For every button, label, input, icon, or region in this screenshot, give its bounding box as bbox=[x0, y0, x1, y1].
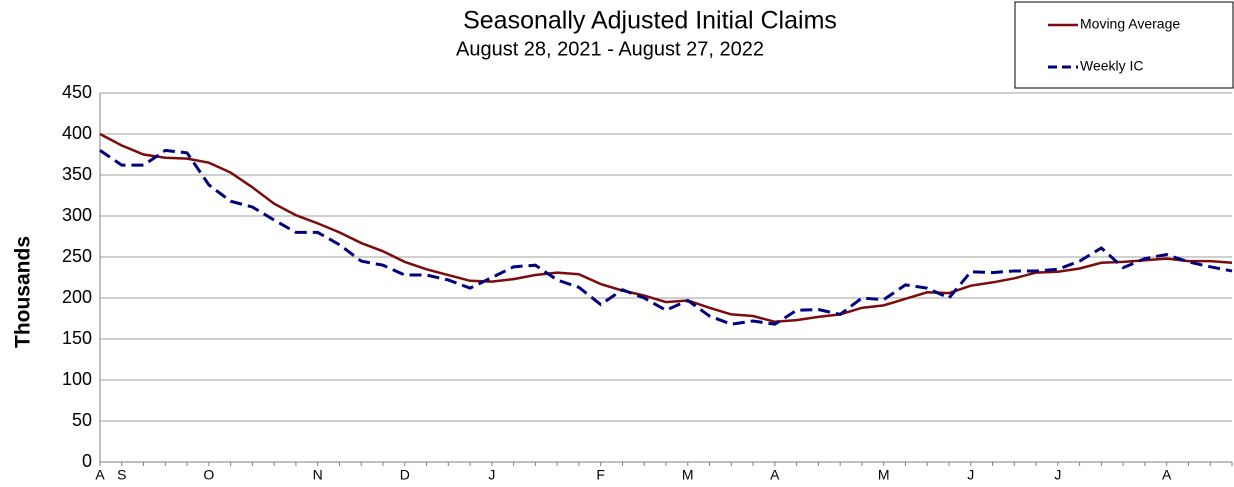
x-tick-label: F bbox=[596, 467, 605, 483]
series-line bbox=[99, 132, 1233, 324]
legend-label: Moving Average bbox=[1080, 16, 1180, 32]
y-tick-label: 250 bbox=[62, 246, 92, 266]
y-tick-label: 100 bbox=[62, 369, 92, 389]
chart-title: Seasonally Adjusted Initial Claims bbox=[463, 7, 837, 35]
x-tick-label: J bbox=[967, 467, 974, 483]
legend-box bbox=[1014, 1, 1234, 89]
legend-label: Weekly IC bbox=[1080, 58, 1144, 74]
chart-subtitle: August 28, 2021 - August 27, 2022 bbox=[456, 38, 764, 60]
y-tick-label: 0 bbox=[82, 451, 92, 471]
series-line bbox=[99, 148, 1233, 326]
y-tick-label: 150 bbox=[62, 328, 92, 348]
y-tick-label: 200 bbox=[62, 287, 92, 307]
x-tick-label: A bbox=[95, 467, 105, 483]
x-tick-label: J bbox=[1054, 467, 1061, 483]
x-tick-label: N bbox=[313, 467, 323, 483]
y-tick-label: 450 bbox=[62, 82, 92, 102]
x-tick-label: A bbox=[1162, 467, 1172, 483]
x-tick-label: J bbox=[488, 467, 495, 483]
y-tick-label: 400 bbox=[62, 123, 92, 143]
y-tick-label: 300 bbox=[62, 205, 92, 225]
x-tick-label: M bbox=[682, 467, 694, 483]
x-tick-label: D bbox=[400, 467, 410, 483]
y-axis-label: Thousands bbox=[12, 236, 35, 348]
x-tick-label: A bbox=[770, 467, 780, 483]
x-tick-label: S bbox=[117, 467, 126, 483]
y-tick-label: 50 bbox=[72, 410, 92, 430]
x-tick-label: M bbox=[878, 467, 890, 483]
y-tick-label: 350 bbox=[62, 164, 92, 184]
x-tick-label: O bbox=[203, 467, 214, 483]
